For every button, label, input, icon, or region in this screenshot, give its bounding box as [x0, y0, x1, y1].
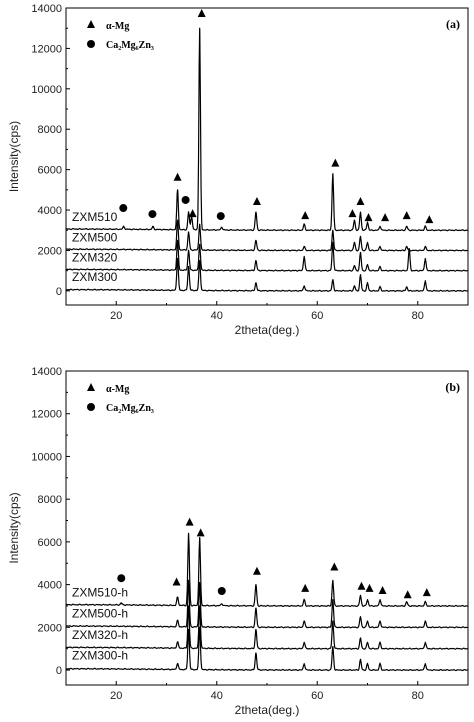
legend-entry: α-Mg [106, 21, 129, 32]
y-tick-label: 10000 [31, 84, 62, 96]
x-tick-label: 20 [110, 310, 122, 322]
alpha-mg-peak-marker [348, 209, 357, 218]
x-tick-label: 40 [211, 690, 223, 702]
y-axis-label: Intensity(cps) [7, 121, 21, 192]
y-tick-label: 8000 [38, 494, 62, 506]
panel-label: (a) [446, 17, 460, 31]
ca2mg6zn3-peak-marker [148, 210, 157, 219]
legend-entry: α-Mg [106, 384, 129, 395]
trace-label: ZXM300 [72, 270, 118, 284]
xrd-trace-zxm500-h [65, 579, 469, 629]
xrd-trace-zxm320-h [65, 605, 469, 650]
y-tick-label: 14000 [31, 3, 62, 15]
alpha-mg-peak-marker [365, 583, 374, 592]
trace-label: ZXM510 [72, 210, 118, 224]
alpha-mg-peak-marker [188, 209, 197, 218]
alpha-mg-peak-marker [381, 213, 390, 222]
xrd-trace-zxm300 [65, 257, 469, 292]
ca2mg6zn3-peak-marker [181, 195, 190, 204]
trace-label: ZXM500 [72, 230, 118, 244]
x-axis-label: 2theta(deg.) [235, 323, 300, 337]
alpha-mg-peak-marker [364, 213, 373, 222]
y-tick-label: 4000 [38, 580, 62, 592]
legend-entry: Ca₂Mg₆Zn₃ [106, 403, 154, 414]
trace-label: ZXM320 [72, 251, 118, 265]
ca2mg6zn3-peak-marker [216, 212, 225, 221]
alpha-mg-peak-marker [196, 528, 205, 537]
alpha-mg-peak-marker [252, 566, 261, 575]
ca2mg6zn3-peak-marker [217, 587, 226, 596]
trace-label: ZXM320-h [72, 628, 128, 642]
x-tick-label: 20 [110, 690, 122, 702]
y-tick-label: 10000 [31, 451, 62, 463]
ca2mg6zn3-peak-marker [119, 204, 128, 213]
panel-label: (b) [445, 380, 460, 394]
alpha-mg-peak-marker [252, 196, 261, 205]
x-tick-label: 60 [311, 690, 323, 702]
alpha-mg-peak-marker [172, 577, 181, 586]
x-tick-label: 60 [311, 310, 323, 322]
xrd-trace-zxm510 [65, 27, 469, 232]
y-tick-label: 8000 [38, 124, 62, 136]
xrd-trace-zxm320 [65, 239, 469, 272]
y-tick-label: 14000 [31, 366, 62, 378]
legend-circle-marker [87, 403, 95, 411]
xrd-trace-zxm500 [65, 219, 469, 252]
y-tick-label: 6000 [38, 165, 62, 177]
y-tick-label: 12000 [31, 43, 62, 55]
y-tick-label: 2000 [38, 622, 62, 634]
alpha-mg-peak-marker [331, 158, 340, 167]
xrd-trace-zxm300-h [65, 626, 469, 672]
alpha-mg-peak-marker [403, 590, 412, 599]
alpha-mg-peak-marker [422, 588, 431, 597]
y-tick-label: 6000 [38, 537, 62, 549]
alpha-mg-peak-marker [330, 562, 339, 571]
alpha-mg-peak-marker [185, 517, 194, 526]
xrd-panel-a: 0 2000 4000 6000 8000 10000 12000 14000 20 40 60 80… [7, 3, 469, 337]
alpha-mg-peak-marker [197, 9, 206, 18]
x-tick-label: 80 [412, 690, 424, 702]
y-tick-label: 2000 [38, 245, 62, 257]
y-tick-label: 0 [56, 665, 62, 677]
xrd-panel-b: 0 2000 4000 6000 8000 10000 12000 14000 20 40 60 80… [7, 366, 469, 717]
legend-entry: Ca₂Mg₆Zn₃ [106, 40, 154, 51]
alpha-mg-peak-marker [173, 172, 182, 181]
trace-label: ZXM500-h [72, 607, 128, 621]
legend-triangle-marker [87, 20, 95, 28]
legend-triangle-marker [87, 383, 95, 391]
trace-label: ZXM510-h [72, 585, 128, 599]
ca2mg6zn3-peak-marker [117, 574, 126, 583]
y-tick-label: 0 [56, 286, 62, 298]
alpha-mg-peak-marker [357, 581, 366, 590]
y-tick-label: 4000 [38, 205, 62, 217]
alpha-mg-peak-marker [301, 211, 310, 220]
trace-label: ZXM300-h [72, 648, 128, 662]
xrd-trace-zxm510-h [65, 532, 469, 608]
y-tick-label: 12000 [31, 409, 62, 421]
x-tick-label: 80 [412, 310, 424, 322]
x-axis-label: 2theta(deg.) [235, 703, 300, 717]
y-axis-label: Intensity(cps) [7, 492, 21, 563]
alpha-mg-peak-marker [378, 586, 387, 595]
alpha-mg-peak-marker [301, 583, 310, 592]
alpha-mg-peak-marker [402, 211, 411, 220]
alpha-mg-peak-marker [425, 215, 434, 224]
alpha-mg-peak-marker [356, 196, 365, 205]
legend-circle-marker [87, 40, 95, 48]
x-tick-label: 40 [211, 310, 223, 322]
